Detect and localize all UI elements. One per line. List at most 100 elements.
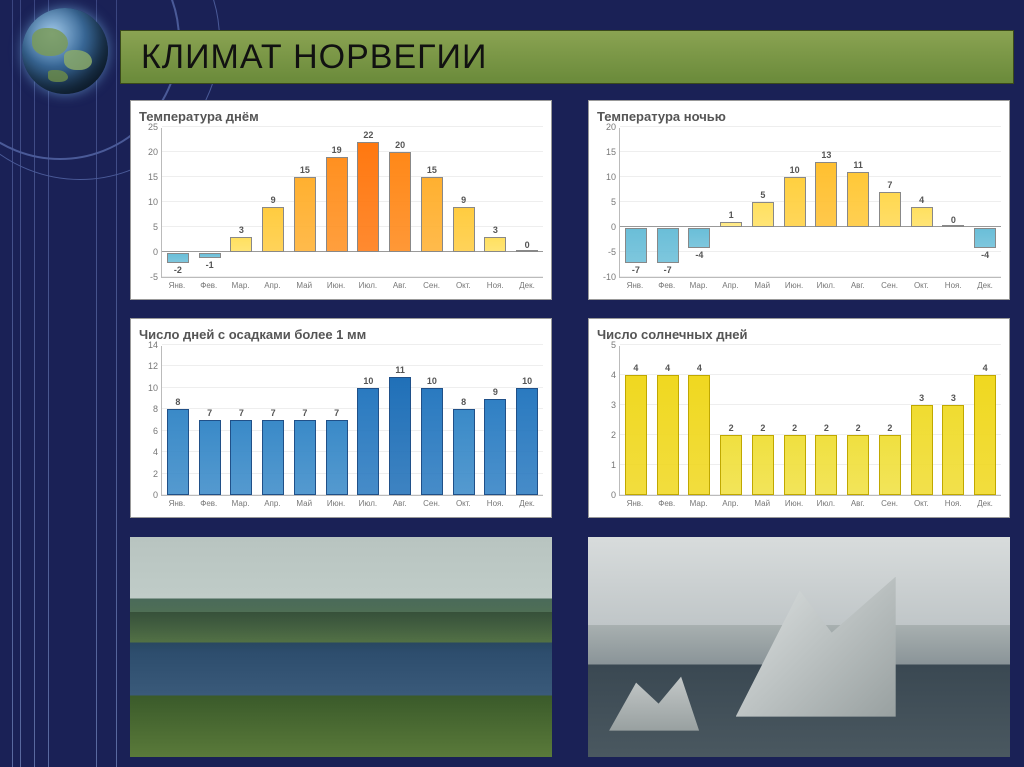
- bar-value-label: -4: [969, 250, 1001, 260]
- bar-col: 2: [779, 346, 811, 495]
- x-axis-labels: Янв.Фев.Мар.Апр.МайИюн.Июл.Авг.Сен.Окт.Н…: [161, 496, 543, 508]
- bar-col: 8: [162, 346, 194, 495]
- bar-value-label: 11: [842, 160, 874, 170]
- bar-value-label: -4: [684, 250, 716, 260]
- bar-value-label: -1: [194, 260, 226, 270]
- bar: [911, 405, 933, 495]
- bar-col: 19: [321, 128, 353, 277]
- bar-value-label: 15: [289, 165, 321, 175]
- bar-col: 20: [384, 128, 416, 277]
- chart-title: Температура ночью: [597, 109, 1001, 124]
- bar: [847, 172, 869, 227]
- bar-col: 15: [416, 128, 448, 277]
- globe-icon: [22, 8, 108, 94]
- bar: [167, 253, 189, 263]
- bar: [453, 409, 475, 495]
- bar-col: 9: [480, 346, 512, 495]
- bar: [516, 388, 538, 495]
- bar-value-label: -2: [162, 265, 194, 275]
- bar-col: -7: [652, 128, 684, 277]
- bar-col: -2: [162, 128, 194, 277]
- bar-value-label: 7: [289, 408, 321, 418]
- bar-col: 3: [226, 128, 258, 277]
- bar-col: 3: [938, 346, 970, 495]
- bar: [262, 420, 284, 495]
- bar: [688, 228, 710, 248]
- bar-value-label: 3: [906, 393, 938, 403]
- chart-title: Число солнечных дней: [597, 327, 1001, 342]
- bar-col: 10: [353, 346, 385, 495]
- bar-col: 2: [842, 346, 874, 495]
- bar-value-label: 4: [906, 195, 938, 205]
- bar-col: 2: [747, 346, 779, 495]
- bar-col: 10: [779, 128, 811, 277]
- bar: [262, 207, 284, 252]
- chart-sunny-days: Число солнечных дней012345 4 4 4 2 2 2 2…: [588, 318, 1010, 518]
- bar-value-label: 8: [448, 397, 480, 407]
- bar-value-label: 7: [321, 408, 353, 418]
- bar: [942, 225, 964, 227]
- bar: [357, 142, 379, 252]
- bar-value-label: 10: [353, 376, 385, 386]
- title-bar: КЛИМАТ НОРВЕГИИ: [120, 30, 1014, 84]
- bar-value-label: 7: [257, 408, 289, 418]
- charts-grid: Температура днём-50510152025 -2 -1 3 9 1…: [130, 100, 1010, 518]
- bar: [453, 207, 475, 252]
- bar: [752, 435, 774, 495]
- bar-col: -4: [969, 128, 1001, 277]
- photo-fjord-summer: [130, 537, 552, 757]
- x-axis-labels: Янв.Фев.Мар.Апр.МайИюн.Июл.Авг.Сен.Окт.Н…: [619, 278, 1001, 290]
- chart-plot: 02468101214 8 7 7 7 7 7 10 11 10: [161, 346, 543, 496]
- bar-value-label: 0: [511, 240, 543, 250]
- bar: [942, 405, 964, 495]
- chart-plot: 012345 4 4 4 2 2 2 2 2 2: [619, 346, 1001, 496]
- bar-value-label: 10: [779, 165, 811, 175]
- bar-value-label: 10: [511, 376, 543, 386]
- bar-col: 13: [811, 128, 843, 277]
- bar-col: 7: [257, 346, 289, 495]
- bar: [752, 202, 774, 227]
- bar-col: 11: [842, 128, 874, 277]
- bar-value-label: 10: [416, 376, 448, 386]
- bar-value-label: 2: [842, 423, 874, 433]
- bar-value-label: 5: [747, 190, 779, 200]
- bar-value-label: 1: [715, 210, 747, 220]
- bar: [326, 157, 348, 252]
- bar-value-label: 0: [938, 215, 970, 225]
- bar-col: 7: [289, 346, 321, 495]
- bar-col: 7: [321, 346, 353, 495]
- bar-col: 4: [906, 128, 938, 277]
- bar: [389, 152, 411, 252]
- bar-value-label: 15: [416, 165, 448, 175]
- bar-col: -7: [620, 128, 652, 277]
- chart-precip-days: Число дней с осадками более 1 мм02468101…: [130, 318, 552, 518]
- bar-value-label: -7: [652, 265, 684, 275]
- bar: [389, 377, 411, 495]
- bar-col: 9: [257, 128, 289, 277]
- bar-col: 3: [480, 128, 512, 277]
- bar-value-label: 3: [938, 393, 970, 403]
- bar-col: 0: [938, 128, 970, 277]
- bar: [688, 375, 710, 495]
- bar-col: 2: [715, 346, 747, 495]
- bar-col: -1: [194, 128, 226, 277]
- chart-temp-day: Температура днём-50510152025 -2 -1 3 9 1…: [130, 100, 552, 300]
- bar-col: 7: [194, 346, 226, 495]
- bar-col: 4: [652, 346, 684, 495]
- bar-value-label: 7: [874, 180, 906, 190]
- bar-col: 10: [416, 346, 448, 495]
- bar-value-label: 9: [257, 195, 289, 205]
- bar: [815, 162, 837, 227]
- bar: [484, 237, 506, 252]
- bar-col: 4: [969, 346, 1001, 495]
- bar-value-label: -7: [620, 265, 652, 275]
- bar: [421, 388, 443, 495]
- bar: [657, 375, 679, 495]
- bar-value-label: 2: [874, 423, 906, 433]
- bar-value-label: 2: [811, 423, 843, 433]
- bar-value-label: 7: [194, 408, 226, 418]
- bar-value-label: 4: [620, 363, 652, 373]
- bar: [421, 177, 443, 252]
- bar: [720, 435, 742, 495]
- bar: [815, 435, 837, 495]
